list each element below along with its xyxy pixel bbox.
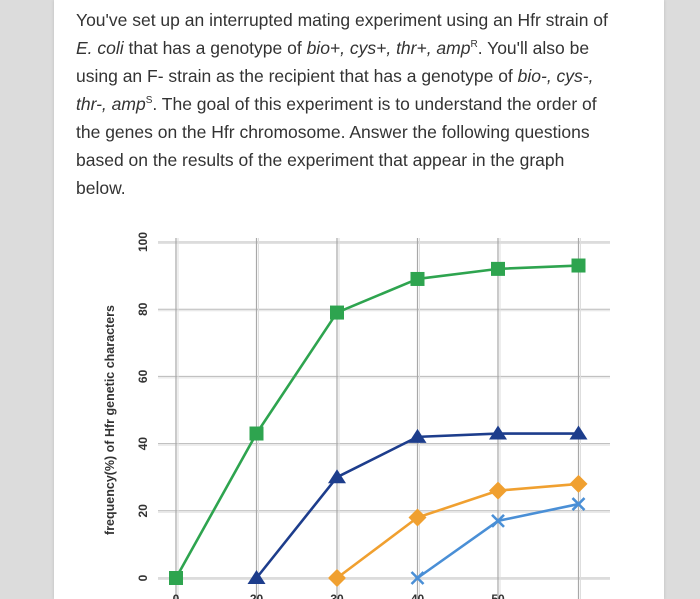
y-tick-label: 60 [136, 369, 150, 383]
series-marker-triangle [489, 425, 507, 440]
question-line-3: using an F- strain as the recipient that… [76, 66, 594, 86]
question-text: You've set up an interrupted mating expe… [76, 6, 656, 202]
question-line-7: below. [76, 178, 126, 198]
series-marker-square [330, 305, 344, 320]
series-marker-triangle [408, 428, 427, 443]
series-marker-diamond [569, 474, 588, 493]
y-axis-label: frequency(%) of Hfr genetic characters [103, 305, 117, 535]
x-tick-label: 0 [173, 592, 180, 599]
series-marker-x [491, 513, 505, 528]
y-tick-label: 100 [136, 232, 150, 252]
y-tick-label: 80 [136, 302, 150, 316]
y-tick-label: 0 [136, 574, 150, 581]
series-marker-x [410, 571, 425, 585]
series-marker-square [491, 261, 505, 276]
series-marker-triangle [328, 469, 346, 484]
y-tick-label: 40 [136, 437, 150, 451]
question-line-4: thr-, ampS. The goal of this experiment … [76, 94, 597, 114]
series-marker-diamond [489, 481, 507, 500]
series-marker-diamond [328, 569, 346, 587]
question-line-6: based on the results of the experiment t… [76, 150, 565, 170]
x-tick-label: 20 [250, 592, 264, 599]
series-marker-square [410, 271, 425, 286]
series-marker-triangle [247, 570, 266, 584]
x-tick-label: 30 [330, 592, 344, 599]
question-line-2: E. coli that has a genotype of bio+, cys… [76, 38, 590, 58]
plot-area [158, 236, 610, 599]
question-line-5: the genes on the Hfr chromosome. Answer … [76, 122, 590, 142]
x-tick-label: 40 [411, 592, 425, 599]
series-line [174, 264, 579, 579]
series-marker-triangle [569, 425, 588, 440]
series-marker-square [249, 426, 264, 441]
x-tick-label: 50 [491, 592, 505, 599]
question-line-1: You've set up an interrupted mating expe… [76, 10, 608, 30]
y-tick-label: 20 [136, 504, 150, 518]
series-line [336, 482, 579, 580]
series-marker-square [169, 571, 183, 585]
series-marker-x [571, 497, 586, 511]
series-marker-square [571, 258, 586, 273]
series-marker-diamond [408, 508, 427, 527]
